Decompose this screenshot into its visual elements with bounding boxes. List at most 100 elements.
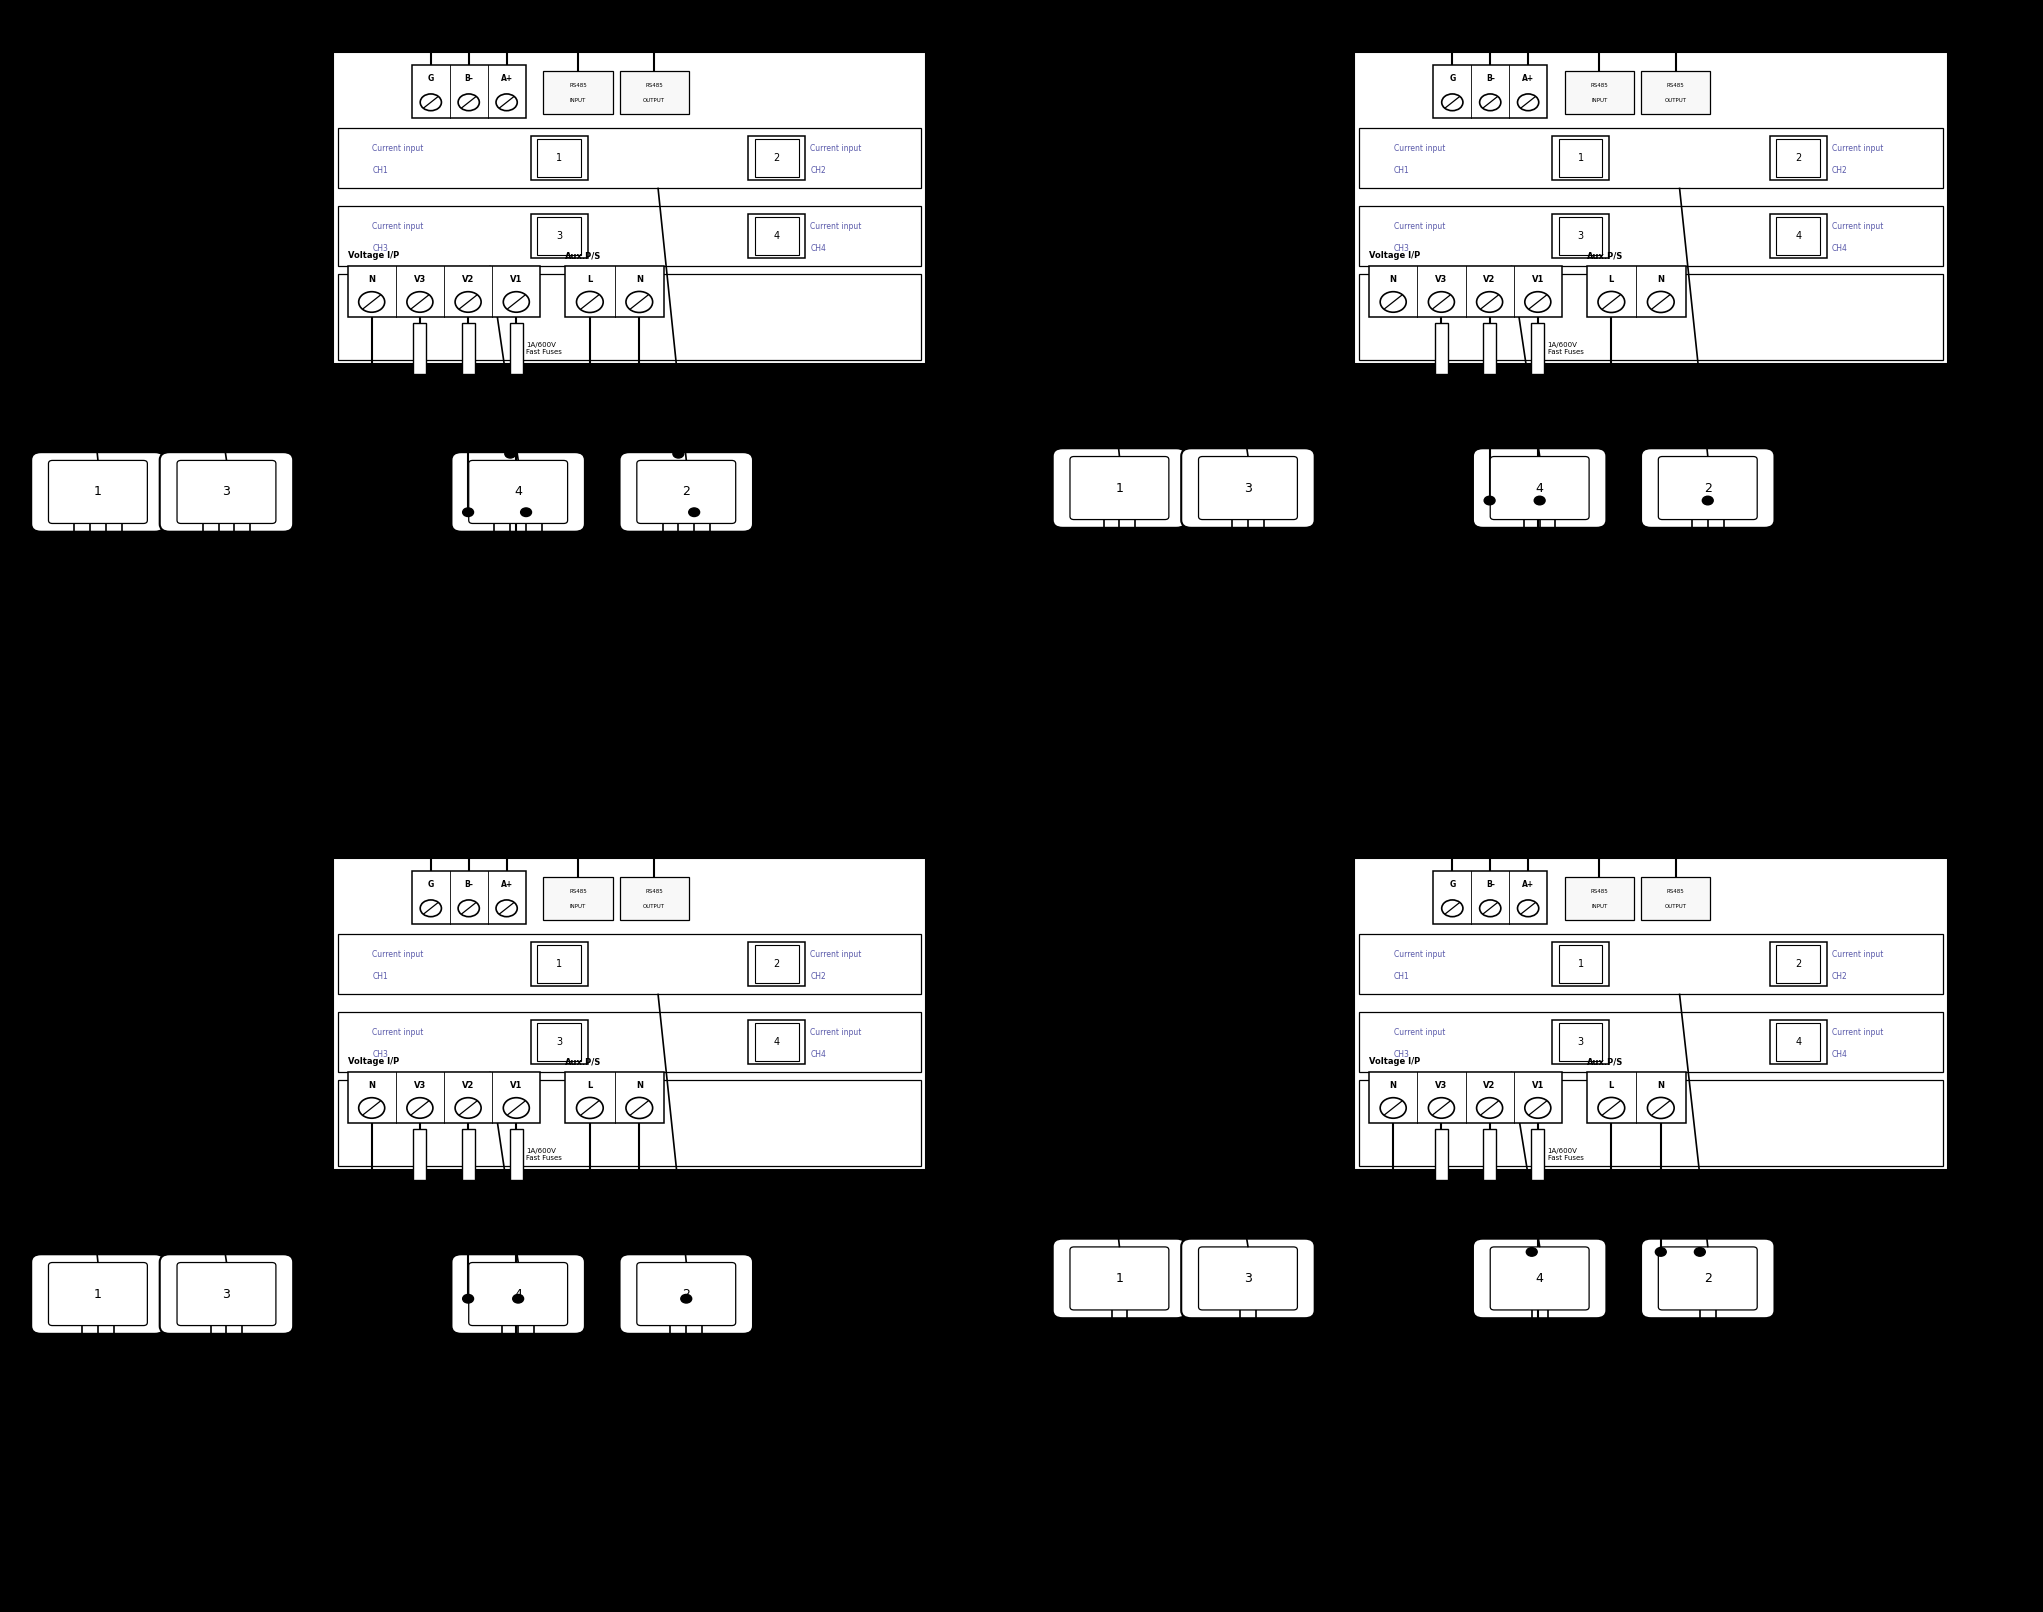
Text: CH4: CH4 [1833,243,1847,253]
Text: Current input: Current input [1393,145,1444,153]
Text: 4: 4 [774,231,780,242]
Text: 1: 1 [94,485,102,498]
Text: 2: 2 [1704,482,1712,495]
Text: N: N [1389,274,1397,284]
Text: Voltage I/P: Voltage I/P [347,251,398,260]
Text: N: N [635,1080,644,1090]
FancyBboxPatch shape [537,945,580,983]
Circle shape [1655,1248,1667,1256]
Text: OUTPUT: OUTPUT [1665,98,1688,103]
FancyBboxPatch shape [531,941,588,987]
Text: 4: 4 [515,485,523,498]
Text: CH2: CH2 [1833,166,1847,174]
FancyBboxPatch shape [756,139,799,177]
Text: RS485: RS485 [1591,888,1608,893]
Text: Current input: Current input [1393,222,1444,232]
FancyBboxPatch shape [1769,1020,1826,1064]
FancyBboxPatch shape [1473,1238,1606,1319]
FancyBboxPatch shape [452,1254,584,1333]
FancyBboxPatch shape [333,52,925,364]
Text: 2: 2 [774,959,780,969]
Text: L2: L2 [932,1294,946,1304]
FancyBboxPatch shape [1553,941,1610,987]
FancyBboxPatch shape [1355,858,1947,1170]
Text: Voltage I/P: Voltage I/P [347,1057,398,1066]
Circle shape [511,1369,521,1377]
Circle shape [697,1369,707,1377]
Text: 3: 3 [1577,231,1583,242]
Text: INPUT: INPUT [1591,98,1608,103]
FancyBboxPatch shape [347,1072,541,1124]
Text: OUTPUT: OUTPUT [644,904,666,909]
Text: 1A/600V
Fast Fuses: 1A/600V Fast Fuses [527,342,562,355]
Text: Current input: Current input [811,222,862,232]
Circle shape [1387,1248,1399,1256]
Text: 4: 4 [774,1037,780,1048]
Text: Aux.P/S: Aux.P/S [566,251,601,260]
Text: N: N [1657,1080,1665,1090]
Bar [511,1130,523,1180]
FancyBboxPatch shape [1565,877,1634,919]
Text: CH4: CH4 [1833,1049,1847,1059]
FancyBboxPatch shape [1559,1024,1602,1061]
Text: Current input: Current input [1833,145,1884,153]
Circle shape [1710,1352,1720,1362]
Text: 1: 1 [94,1288,102,1301]
FancyBboxPatch shape [543,71,613,113]
Circle shape [521,508,531,516]
Circle shape [1718,563,1728,571]
Text: RS485: RS485 [646,82,664,87]
Text: 2: 2 [1796,959,1802,969]
Circle shape [1532,563,1542,571]
FancyBboxPatch shape [637,1262,735,1325]
Text: CH1: CH1 [1393,166,1410,174]
Text: V1: V1 [1532,274,1545,284]
FancyBboxPatch shape [1641,71,1710,113]
Circle shape [1483,496,1495,505]
FancyBboxPatch shape [1559,945,1602,983]
Text: 3: 3 [556,231,562,242]
Circle shape [1436,430,1446,438]
Text: 3: 3 [1577,1037,1583,1048]
Text: 1A/600V
Fast Fuses: 1A/600V Fast Fuses [527,1148,562,1161]
FancyBboxPatch shape [1369,266,1563,318]
Circle shape [511,566,521,575]
Text: L3: L3 [932,448,946,459]
Text: V1: V1 [511,1080,523,1090]
FancyBboxPatch shape [1369,1072,1563,1124]
Bar [462,1130,474,1180]
Circle shape [1702,496,1714,505]
Bar [1532,1130,1545,1180]
Text: G: G [427,74,433,82]
Text: L2: L2 [932,508,946,517]
FancyBboxPatch shape [49,461,147,524]
FancyBboxPatch shape [756,218,799,255]
Text: 4: 4 [515,1288,523,1301]
Circle shape [537,566,548,575]
Text: Current input: Current input [811,951,862,959]
Text: N: N [368,1080,376,1090]
FancyBboxPatch shape [566,1072,664,1124]
Text: RS485: RS485 [570,888,586,893]
Bar [1483,1130,1495,1180]
FancyBboxPatch shape [637,461,735,524]
Text: V3: V3 [415,274,427,284]
Text: 1: 1 [1577,153,1583,163]
Circle shape [488,390,501,400]
Text: L3: L3 [1953,429,1967,438]
Circle shape [415,450,425,458]
FancyBboxPatch shape [347,266,541,318]
Text: CH4: CH4 [811,1049,825,1059]
FancyBboxPatch shape [1587,1072,1685,1124]
FancyBboxPatch shape [1559,218,1602,255]
Text: A+: A+ [1522,880,1534,888]
FancyBboxPatch shape [1071,456,1169,519]
Text: V1: V1 [511,274,523,284]
FancyBboxPatch shape [1181,1238,1316,1319]
FancyBboxPatch shape [1553,214,1610,258]
Text: Voltage I/P: Voltage I/P [1369,1057,1420,1066]
FancyBboxPatch shape [1489,1248,1589,1311]
Text: V2: V2 [1483,274,1495,284]
FancyBboxPatch shape [413,870,525,924]
Text: L: L [586,1080,592,1090]
